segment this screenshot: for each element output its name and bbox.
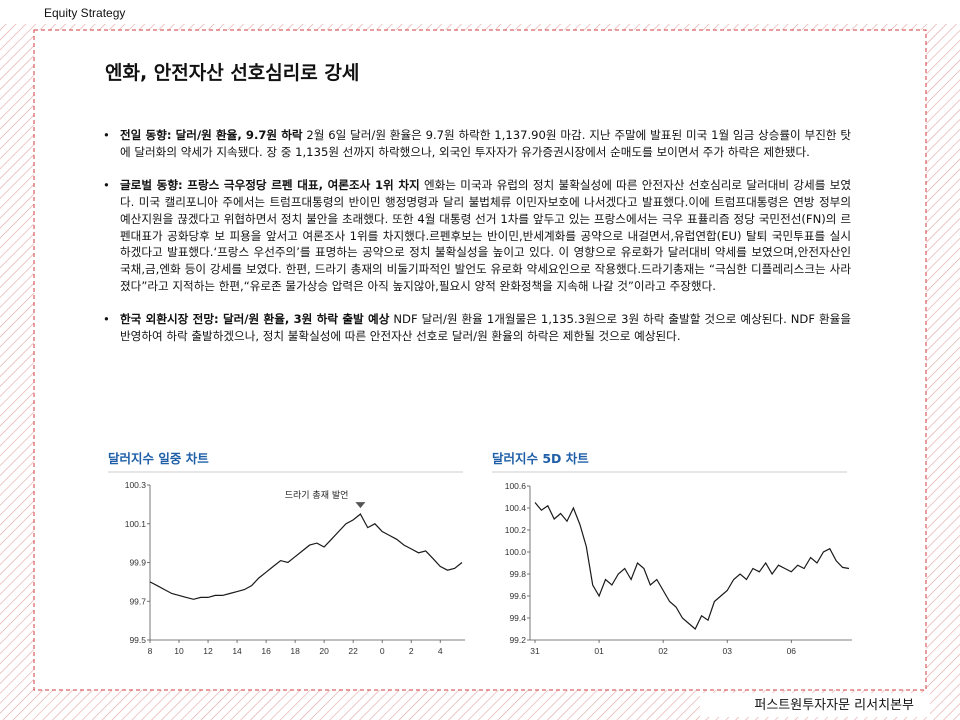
bullet: • 한국 외환시장 전망: 달러/원 환율, 3원 하락 출발 예상 NDF 달러… — [103, 311, 851, 344]
content-frame — [33, 29, 927, 691]
bullet-body: 글로벌 동향: 프랑스 극우정당 르펜 대표, 여론조사 1위 차지 엔화는 미… — [120, 177, 851, 294]
x-tick-label: 31 — [530, 646, 540, 656]
bullet-dot: • — [103, 128, 110, 142]
bullet-body: 한국 외환시장 전망: 달러/원 환율, 3원 하락 출발 예상 NDF 달러/… — [120, 311, 851, 344]
x-tick-label: 06 — [787, 646, 797, 656]
footer-band — [700, 693, 930, 717]
bullet-body: 전일 동향: 달러/원 환율, 9.7원 하락 2월 6일 달러/원 환율은 9… — [120, 127, 851, 160]
bullet: • 글로벌 동향: 프랑스 극우정당 르펜 대표, 여론조사 1위 차지 엔화는 … — [103, 177, 851, 294]
bullet-text: NDF 달러/원 환율 1개월물은 1,135.3원으로 3원 하락 출발할 것… — [120, 312, 851, 344]
x-tick-label: 18 — [290, 646, 300, 656]
x-tick-label: 16 — [261, 646, 271, 656]
bullet-dot: • — [103, 178, 110, 193]
y-tick-label: 99.7 — [129, 596, 146, 606]
y-tick-label: 99.8 — [509, 569, 526, 579]
bullet-lead: 글로벌 동향: 프랑스 극우정당 르펜 대표, 여론조사 1위 차지 — [120, 178, 420, 193]
bullet-dot: • — [103, 312, 110, 327]
annotation: 드라기 총재 발언 — [285, 489, 349, 501]
bullet-text: 엔화는 미국과 유럽의 정치 불확실성에 따른 안전자산 선호심리로 달러대비 … — [120, 178, 852, 293]
y-tick-label: 100.2 — [505, 525, 527, 535]
x-tick-label: 03 — [723, 646, 733, 656]
y-tick-label: 99.6 — [509, 591, 526, 601]
x-tick-label: 12 — [203, 646, 213, 656]
bullet-lead: 전일 동향: 달러/원 환율, 9.7원 하락 — [120, 128, 303, 142]
series-line — [534, 502, 850, 630]
y-tick-label: 100.4 — [505, 503, 527, 513]
page-title: 엔화, 안전자산 선호심리로 강세 — [105, 62, 360, 84]
annotation-arrow — [355, 502, 366, 509]
y-tick-label: 100.1 — [125, 519, 147, 529]
y-tick-label: 99.4 — [509, 613, 526, 623]
x-tick-label: 4 — [438, 646, 443, 656]
bullet-list: • 전일 동향: 달러/원 환율, 9.7원 하락 2월 6일 달러/원 환율은 … — [103, 127, 851, 362]
header-band — [0, 0, 960, 24]
x-tick-label: 01 — [594, 646, 604, 656]
x-tick-label: 14 — [232, 646, 242, 656]
y-tick-label: 99.5 — [129, 635, 146, 645]
section-header: Equity Strategy — [44, 6, 126, 20]
y-tick-label: 100.6 — [505, 481, 527, 491]
x-tick-label: 22 — [348, 646, 358, 656]
y-tick-label: 100.0 — [505, 547, 527, 557]
bullet-text: 2월 6일 달러/원 환율은 9.7원 하락한 1,137.90원 마감. 지난… — [120, 128, 851, 159]
bullet: • 전일 동향: 달러/원 환율, 9.7원 하락 2월 6일 달러/원 환율은 … — [103, 127, 851, 160]
chart-title: 달러지수 일중 차트 — [108, 451, 209, 466]
bullet-lead: 한국 외환시장 전망: 달러/원 환율, 3원 하락 출발 예상 — [120, 312, 390, 327]
x-tick-label: 02 — [658, 646, 668, 656]
chart-title: 달러지수 5D 차트 — [492, 451, 589, 466]
y-tick-label: 100.3 — [125, 480, 147, 490]
y-tick-label: 99.9 — [129, 558, 146, 568]
series-line — [149, 513, 463, 600]
x-tick-label: 10 — [174, 646, 184, 656]
x-tick-label: 0 — [380, 646, 385, 656]
x-tick-label: 20 — [319, 646, 329, 656]
y-tick-label: 99.2 — [509, 635, 526, 645]
x-tick-label: 2 — [409, 646, 414, 656]
x-tick-label: 8 — [148, 646, 153, 656]
footer: 퍼스트원투자자문 리서치본부 — [754, 698, 914, 713]
